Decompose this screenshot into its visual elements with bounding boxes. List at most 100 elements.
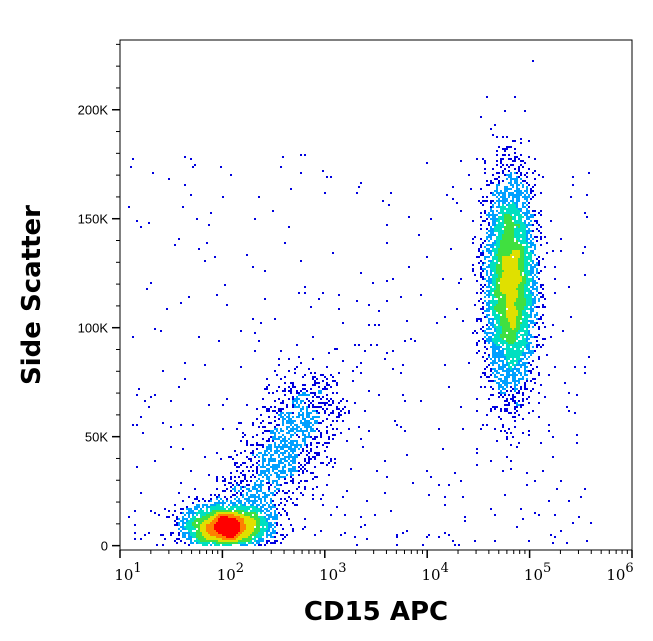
density-cell (218, 520, 220, 522)
density-cell (552, 542, 554, 544)
density-cell (514, 346, 516, 348)
density-cell (238, 530, 240, 532)
density-cell (216, 528, 218, 530)
density-cell (480, 298, 482, 300)
density-cell (508, 302, 510, 304)
density-cell (508, 372, 510, 374)
density-cell (340, 432, 342, 434)
density-cell (282, 416, 284, 418)
density-cell (562, 330, 564, 332)
density-cell (514, 400, 516, 402)
density-cell (308, 414, 310, 416)
density-cell (520, 316, 522, 318)
density-cell (262, 522, 264, 524)
density-cell (342, 496, 344, 498)
density-cell (312, 416, 314, 418)
density-cell (512, 216, 514, 218)
density-cell (522, 344, 524, 346)
density-cell (236, 534, 238, 536)
density-cell (508, 320, 510, 322)
density-cell (232, 520, 234, 522)
density-cell (528, 294, 530, 296)
density-cell (270, 502, 272, 504)
density-cell (520, 360, 522, 362)
density-cell (516, 182, 518, 184)
density-cell (514, 330, 516, 332)
density-cell (200, 520, 202, 522)
density-cell (214, 510, 216, 512)
density-cell (208, 512, 210, 514)
density-cell (322, 380, 324, 382)
density-cell (502, 180, 504, 182)
density-cell (376, 470, 378, 472)
density-cell (500, 418, 502, 420)
density-cell (502, 328, 504, 330)
density-cell (284, 388, 286, 390)
density-cell (504, 392, 506, 394)
density-cell (300, 464, 302, 466)
density-cell (240, 538, 242, 540)
density-cell (486, 338, 488, 340)
density-cell (276, 464, 278, 466)
density-cell (312, 404, 314, 406)
density-cell (190, 540, 192, 542)
density-cell (282, 156, 284, 158)
density-cell (510, 386, 512, 388)
density-cell (532, 276, 534, 278)
density-cell (274, 410, 276, 412)
density-cell (504, 302, 506, 304)
density-cell (318, 442, 320, 444)
density-cell (496, 316, 498, 318)
density-cell (178, 386, 180, 388)
density-cell (526, 198, 528, 200)
density-cell (506, 240, 508, 242)
density-cell (504, 194, 506, 196)
density-cell (304, 374, 306, 376)
density-cell (486, 302, 488, 304)
density-cell (542, 296, 544, 298)
density-cell (344, 532, 346, 534)
density-cell (494, 276, 496, 278)
density-cell (496, 186, 498, 188)
density-cell (302, 406, 304, 408)
density-cell (518, 274, 520, 276)
density-cell (472, 242, 474, 244)
density-cell (260, 522, 262, 524)
density-cell (532, 172, 534, 174)
density-cell (580, 496, 582, 498)
density-cell (214, 506, 216, 508)
density-cell (524, 278, 526, 280)
density-cell (298, 414, 300, 416)
density-cell (168, 510, 170, 512)
density-cell (308, 458, 310, 460)
density-cell (282, 440, 284, 442)
density-cell (508, 228, 510, 230)
density-cell (540, 244, 542, 246)
density-cell (284, 498, 286, 500)
density-cell (198, 528, 200, 530)
density-cell (542, 344, 544, 346)
density-cell (500, 206, 502, 208)
density-cell (516, 266, 518, 268)
density-cell (494, 334, 496, 336)
density-cell (240, 452, 242, 454)
density-cell (494, 324, 496, 326)
density-cell (554, 292, 556, 294)
density-cell (174, 524, 176, 526)
density-cell (518, 248, 520, 250)
density-cell (350, 468, 352, 470)
density-cell (246, 520, 248, 522)
density-cell (402, 532, 404, 534)
density-cell (514, 334, 516, 336)
density-cell (502, 352, 504, 354)
density-cell (318, 382, 320, 384)
density-cell (512, 192, 514, 194)
density-cell (312, 336, 314, 338)
density-cell (506, 382, 508, 384)
density-cell (210, 516, 212, 518)
density-cell (218, 530, 220, 532)
density-cell (246, 510, 248, 512)
density-cell (492, 264, 494, 266)
density-cell (512, 178, 514, 180)
